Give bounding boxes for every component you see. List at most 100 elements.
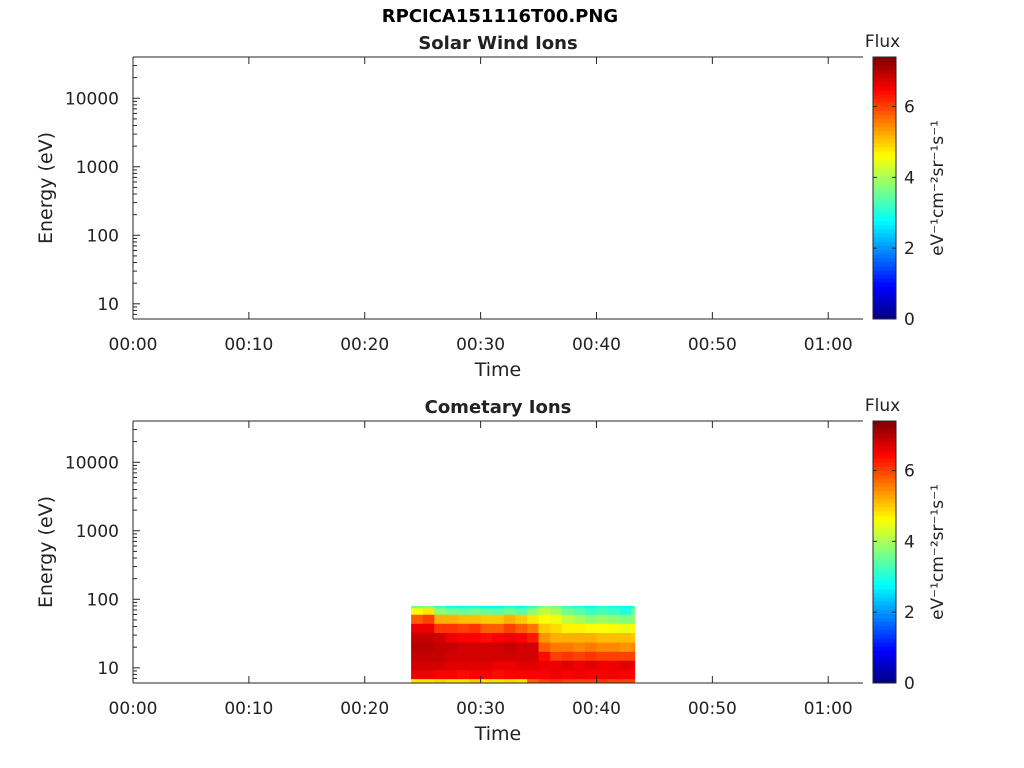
colorbar-band	[873, 257, 896, 263]
colorbar-band	[873, 93, 896, 99]
colorbar-band	[873, 163, 896, 169]
heatmap-cell	[469, 642, 482, 652]
heatmap-cell	[480, 605, 493, 609]
heatmap-cell	[526, 642, 539, 652]
heatmap-cell	[584, 642, 597, 652]
colorbar-band	[873, 61, 896, 66]
colorbar-band	[873, 167, 896, 173]
y-tick-label: 10	[97, 659, 119, 679]
colorbar-band	[873, 212, 896, 218]
colorbar-band	[873, 625, 896, 631]
heatmap-cell	[515, 614, 528, 624]
heatmap-cell	[538, 632, 551, 643]
heatmap-cell	[608, 678, 621, 684]
heatmap-cell	[503, 614, 516, 624]
heatmap-cell	[631, 605, 636, 609]
colorbar-band	[873, 179, 896, 185]
heatmap-cell	[411, 607, 424, 615]
heatmap-cell	[526, 605, 539, 609]
heatmap-cell	[503, 623, 516, 634]
heatmap-cell	[469, 614, 482, 624]
heatmap-cell	[584, 660, 597, 671]
colorbar-band	[873, 453, 896, 459]
heatmap-cell	[526, 632, 539, 643]
x-tick-label: 00:40	[572, 699, 621, 719]
colorbar-band	[873, 494, 896, 500]
heatmap-cell	[422, 623, 435, 634]
colorbar: Flux 0 2 4 6 eV⁻¹cm⁻²sr⁻¹s⁻¹	[865, 32, 948, 330]
heatmap-cell	[608, 642, 621, 652]
colorbar-title: Flux	[865, 396, 900, 416]
heatmap-cell	[411, 669, 424, 680]
colorbar-band	[873, 654, 896, 659]
y-tick-label: 10000	[65, 89, 119, 109]
colorbar-band	[873, 666, 896, 672]
colorbar-band	[873, 421, 896, 426]
heatmap-cell	[561, 669, 574, 680]
heatmap-cell	[596, 614, 609, 624]
colorbar-band	[873, 159, 896, 164]
heatmap-cell	[469, 678, 482, 684]
colorbar-band	[873, 65, 896, 70]
heatmap-cell	[526, 607, 539, 615]
heatmap-cell	[515, 605, 528, 609]
heatmap-cell	[596, 678, 609, 684]
x-tick-label: 00:10	[224, 335, 273, 355]
heatmap-cell	[584, 632, 597, 643]
heatmap-cell	[445, 623, 458, 634]
colorbar-band	[873, 298, 896, 304]
heatmap-cell	[561, 623, 574, 634]
heatmap-cell	[503, 660, 516, 671]
heatmap-cell	[480, 614, 493, 624]
heatmap-cell	[573, 642, 586, 652]
heatmap-cell	[434, 607, 447, 615]
colorbar-band	[873, 261, 896, 267]
colorbar-band	[873, 560, 896, 565]
colorbar-band	[873, 572, 896, 578]
heatmap-cell	[561, 642, 574, 652]
colorbar-band	[873, 237, 896, 242]
colorbar-band	[873, 457, 896, 463]
colorbar-band	[873, 539, 896, 545]
heatmap-cell	[550, 623, 563, 634]
heatmap-cell	[480, 623, 493, 634]
colorbar-band	[873, 650, 896, 655]
heatmap-cell	[445, 632, 458, 643]
colorbar-band	[873, 57, 896, 62]
colorbar-band	[873, 155, 896, 160]
heatmap-cell	[480, 678, 493, 684]
colorbar-band	[873, 449, 896, 455]
heatmap-cell	[457, 642, 470, 652]
heatmap-cell	[584, 623, 597, 634]
heatmap-cell	[515, 669, 528, 680]
heatmap-cell	[573, 678, 586, 684]
heatmap-cell	[515, 660, 528, 671]
heatmap-cell	[619, 614, 632, 624]
heatmap-cell	[515, 632, 528, 643]
heatmap-cells	[411, 605, 636, 684]
figure-title: RPCICA151116T00.PNG	[381, 6, 619, 27]
heatmap-cell	[411, 632, 424, 643]
colorbar-band	[873, 613, 896, 618]
colorbar-band	[873, 486, 896, 492]
colorbar-band	[873, 151, 896, 156]
y-tick-label: 1000	[76, 158, 119, 178]
x-tick-label: 01:00	[804, 335, 853, 355]
colorbar-band	[873, 466, 896, 471]
x-tick-label: 00:50	[688, 335, 737, 355]
colorbar-band	[873, 678, 896, 684]
heatmap-cell	[411, 614, 424, 624]
heatmap-cell	[596, 623, 609, 634]
colorbar-band	[873, 183, 896, 189]
colorbar-band	[873, 461, 896, 467]
heatmap-cell	[422, 642, 435, 652]
colorbar-band	[873, 617, 896, 623]
heatmap-cell	[434, 651, 447, 661]
heatmap-cell	[503, 632, 516, 643]
colorbar-band	[873, 482, 896, 487]
colorbar-band	[873, 142, 896, 148]
heatmap-cell	[434, 632, 447, 643]
colorbar-band	[873, 89, 896, 95]
heatmap-cell	[631, 642, 636, 652]
